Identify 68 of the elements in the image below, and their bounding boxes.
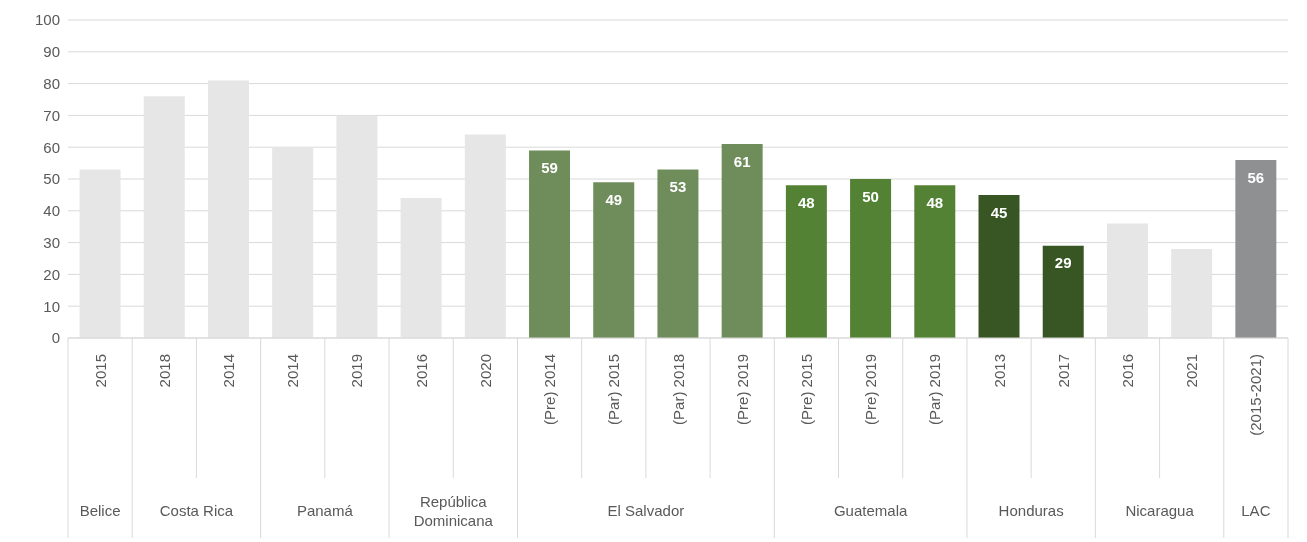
text: Panamá <box>295 501 354 520</box>
data-label: 56 <box>1247 168 1265 186</box>
data-label: 59 <box>541 159 558 177</box>
bar <box>1235 159 1277 338</box>
x-tick-label: 2019 <box>348 354 366 388</box>
data-label: 49 <box>605 190 623 208</box>
x-tick-label: (2015-2021) <box>1247 354 1265 436</box>
x-tick-label: (Pre) 2019 <box>733 354 751 425</box>
y-tick-label: 80 <box>43 74 60 92</box>
x-tick-label: 2013 <box>990 354 1008 388</box>
bar <box>79 169 121 338</box>
text: LAC <box>1240 501 1272 520</box>
text: Honduras <box>997 501 1065 520</box>
data-label: 29 <box>1054 254 1072 272</box>
x-tick-label: 2018 <box>155 354 173 388</box>
y-tick-label: 70 <box>43 106 60 124</box>
data-label: 48 <box>798 194 815 212</box>
x-tick-label: 2020 <box>476 354 494 388</box>
x-tick-label: 2014 <box>220 354 238 388</box>
y-tick-label: 40 <box>43 202 60 220</box>
x-tick-label: 2021 <box>1183 354 1201 388</box>
x-tick-label: 2016 <box>412 354 430 388</box>
bar <box>914 185 956 338</box>
x-tick-label: (Pre) 2014 <box>541 354 559 425</box>
data-label: 50 <box>862 187 879 205</box>
x-tick-label: (Par) 2015 <box>605 354 623 425</box>
text: Costa Rica <box>158 501 235 520</box>
x-tick-label: 2014 <box>284 354 302 388</box>
text: Belice <box>78 501 122 520</box>
y-tick-label: 30 <box>43 233 60 251</box>
x-tick-label: 2017 <box>1054 354 1072 388</box>
y-tick-label: 10 <box>43 297 60 315</box>
bar <box>336 115 378 338</box>
bar <box>1106 223 1148 338</box>
x-tick-label: 2015 <box>91 354 109 388</box>
bar <box>272 147 314 338</box>
text: El Salvador <box>606 501 686 520</box>
x-tick-label: (Pre) 2019 <box>862 354 880 425</box>
x-tick-label: (Pre) 2015 <box>797 354 815 425</box>
text: República Dominicana <box>412 491 494 530</box>
x-tick-label: 2016 <box>1118 354 1136 388</box>
bar <box>143 96 185 338</box>
bar <box>1171 248 1213 338</box>
bar <box>978 194 1020 338</box>
x-tick-label: (Par) 2019 <box>926 354 944 425</box>
y-tick-label: 100 <box>34 11 60 29</box>
x-tick-label: (Par) 2018 <box>669 354 687 425</box>
y-tick-label: 90 <box>43 43 60 61</box>
data-label: 45 <box>990 203 1008 221</box>
text: Nicaragua <box>1124 501 1195 520</box>
y-tick-label: 50 <box>43 170 60 188</box>
data-label: 61 <box>733 152 751 170</box>
data-label: 53 <box>669 178 687 196</box>
y-tick-label: 0 <box>51 329 60 347</box>
bar <box>657 169 699 338</box>
y-tick-label: 20 <box>43 265 60 283</box>
bar <box>850 179 892 338</box>
bar <box>529 150 571 338</box>
y-tick-label: 60 <box>43 138 60 156</box>
bar <box>721 144 763 338</box>
bar <box>785 185 827 338</box>
bar <box>1042 245 1084 338</box>
bar <box>593 182 635 338</box>
bar <box>464 134 506 338</box>
bar <box>207 80 249 338</box>
text: Guatemala <box>832 501 909 520</box>
data-label: 48 <box>926 194 944 212</box>
bar <box>400 198 442 338</box>
